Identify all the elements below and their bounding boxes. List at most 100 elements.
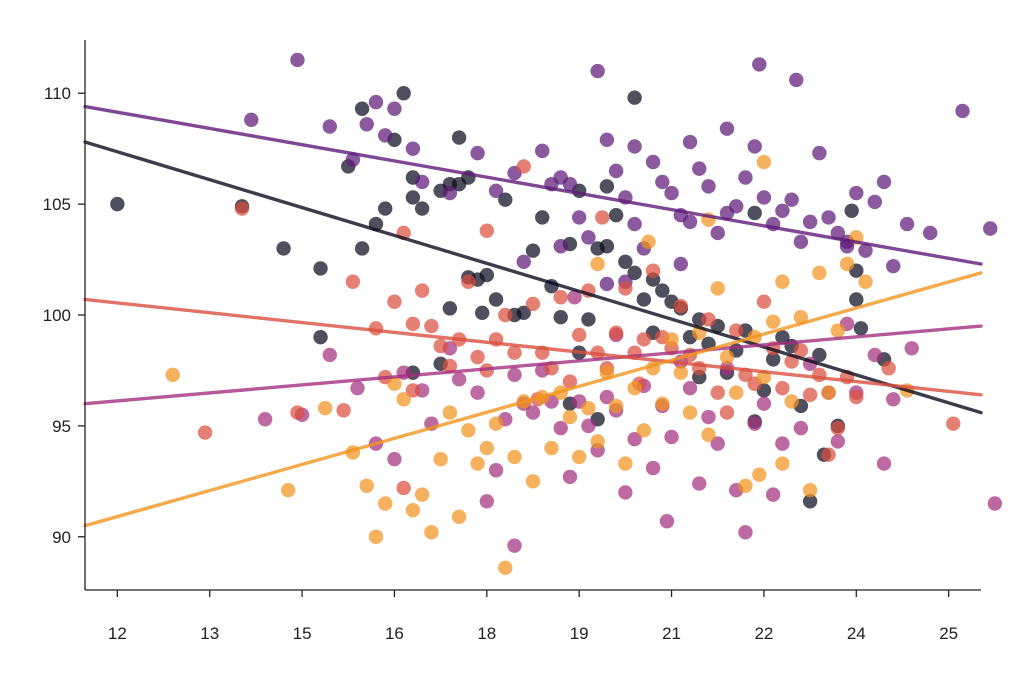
data-point [812,367,827,383]
data-point [488,463,504,478]
data-point [442,301,458,316]
data-point [433,338,448,354]
data-point [802,387,818,403]
data-point [752,467,767,482]
x-tick-label: 13 [200,624,219,643]
data-point [756,396,772,411]
data-point [281,483,296,498]
x-tick-label: 22 [754,624,773,643]
data-point [368,529,384,544]
data-point [987,496,1003,511]
data-point [793,310,809,325]
data-point [627,90,642,105]
data-point [775,456,790,471]
data-point [451,372,467,387]
y-axis-ticks: 90 95 100 105 110 [43,84,85,547]
data-point [752,57,767,72]
data-point [414,487,430,502]
data-point [378,201,393,216]
data-point [571,449,587,465]
data-point [682,134,698,150]
data-point [849,389,864,405]
data-point [234,201,250,216]
data-point [802,214,818,230]
data-point [673,256,688,272]
data-point [470,349,485,365]
data-point [414,283,430,298]
data-point [488,416,504,431]
series-0-trend-line [83,140,983,415]
data-point [636,332,652,347]
data-point [516,305,531,320]
data-point [345,152,361,167]
data-point [257,412,273,427]
data-point [442,405,458,420]
data-point [525,296,541,312]
data-point [692,476,707,491]
data-point [729,385,744,400]
data-point [498,192,513,207]
data-point [701,409,716,425]
data-point [535,143,550,159]
data-point [618,281,633,296]
series-1-points [244,52,998,292]
data-point [922,225,938,241]
data-point [599,179,615,194]
data-point [664,429,679,445]
data-point [738,525,753,540]
data-point [470,145,485,161]
data-point [562,374,578,389]
data-point [387,451,402,467]
data-point [387,101,402,116]
data-point [710,281,725,296]
data-point [899,216,915,232]
y-tick-label: 95 [52,417,71,436]
data-point [682,214,698,230]
data-point [516,254,531,269]
data-point [701,427,716,442]
data-point [858,274,873,289]
data-point [608,163,624,179]
data-point [812,265,827,281]
data-point [664,332,679,347]
data-point [414,201,430,216]
data-point [544,440,559,456]
data-point [701,312,716,327]
data-point [627,431,642,447]
data-point [474,305,490,320]
data-point [507,449,522,465]
data-point [784,192,799,207]
data-point [197,425,213,440]
data-point [946,416,961,431]
data-point [747,205,762,221]
data-point [618,485,633,500]
data-point [904,341,919,356]
data-point [322,119,337,134]
data-point [738,170,753,185]
data-point [590,256,605,272]
data-point [710,225,725,241]
data-point [442,185,458,201]
data-point [479,267,495,283]
data-point [844,203,859,218]
data-point [571,210,587,225]
data-point [765,314,781,329]
data-point [682,380,698,396]
data-point [396,86,411,101]
data-point [165,367,180,383]
series-4-points [165,154,915,576]
y-tick-label: 110 [44,84,71,103]
data-point [756,154,772,170]
data-point [470,385,485,400]
data-point [405,190,421,205]
data-point [599,276,615,292]
x-tick-label: 18 [477,624,496,643]
data-point [290,405,305,420]
data-point [599,389,615,405]
series-3-trend-line [83,297,983,397]
data-point [627,380,642,396]
data-point [655,283,670,298]
data-point [479,223,495,238]
data-point [812,347,827,363]
data-point [636,423,652,438]
